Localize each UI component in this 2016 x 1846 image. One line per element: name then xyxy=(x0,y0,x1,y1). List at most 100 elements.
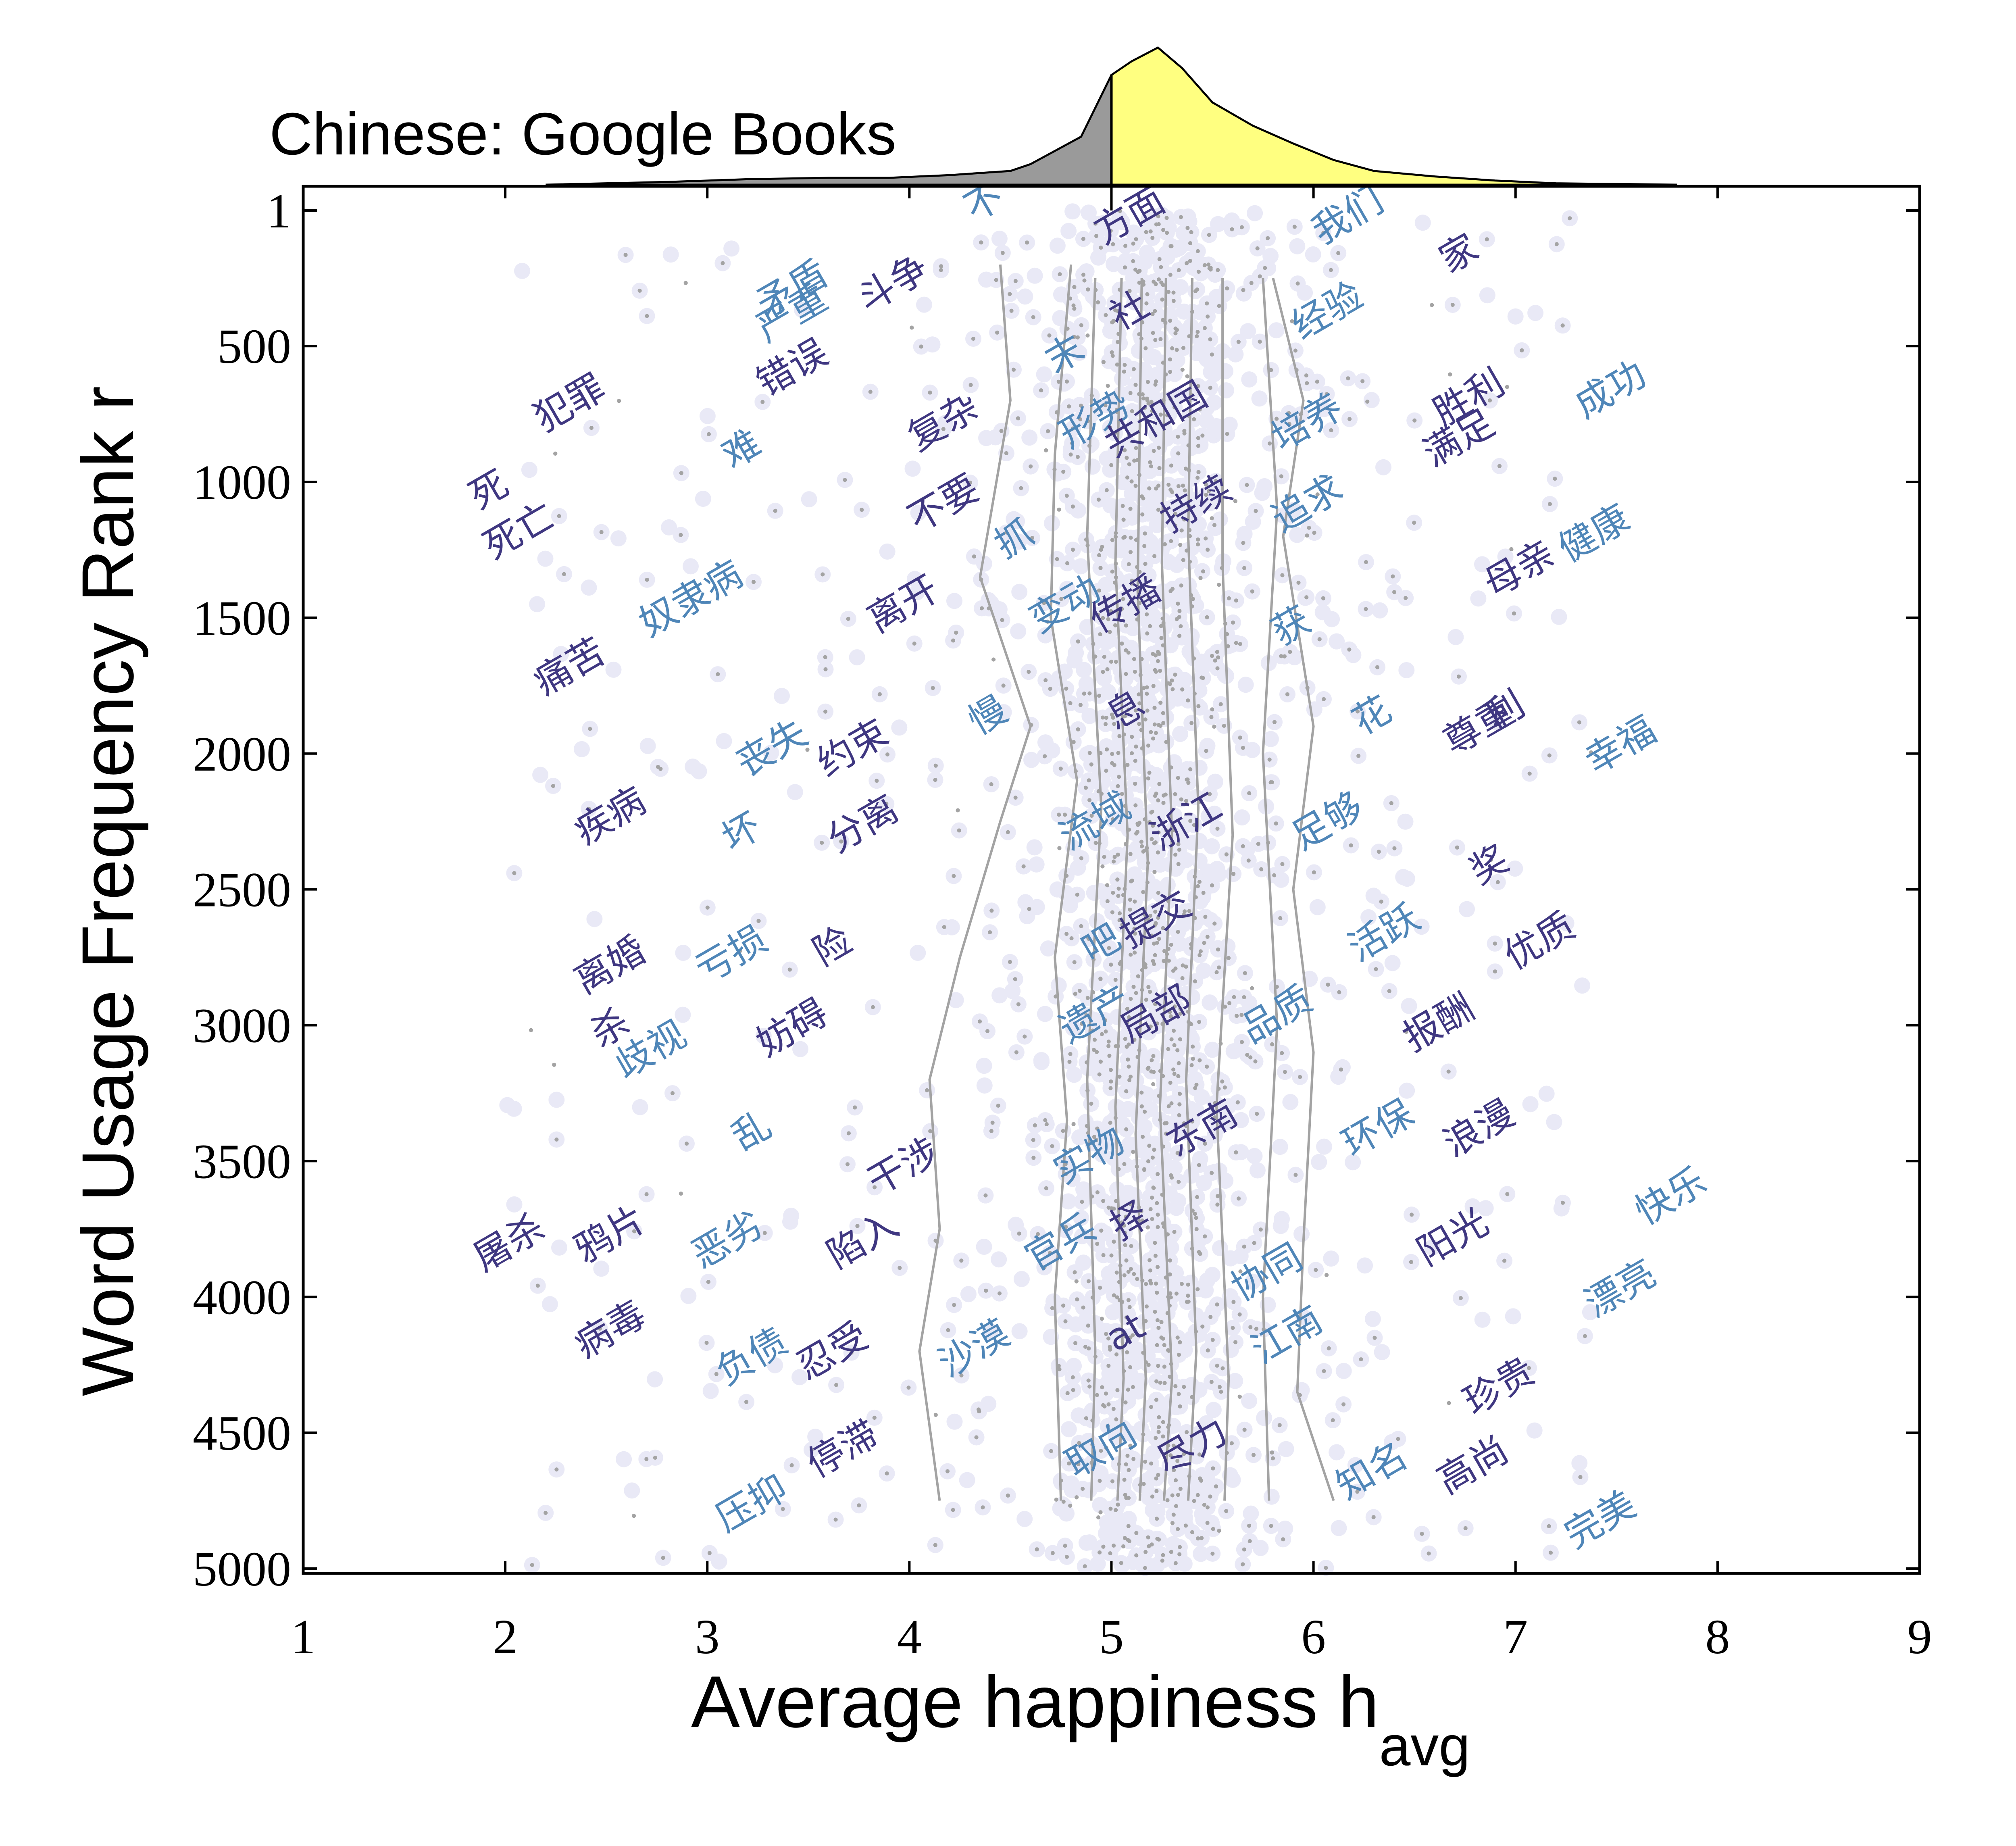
word-point xyxy=(1109,659,1113,664)
word-point xyxy=(1372,1336,1377,1340)
word-point xyxy=(1110,752,1114,756)
word-point xyxy=(1148,1268,1152,1273)
word-point xyxy=(1176,862,1181,866)
word-point xyxy=(1255,1112,1259,1116)
word-point xyxy=(1188,767,1193,771)
background-dot xyxy=(1245,1273,1261,1290)
word-point xyxy=(1157,257,1162,261)
word-point xyxy=(1153,1310,1157,1314)
background-dot xyxy=(1028,856,1045,873)
word-point xyxy=(1072,960,1077,965)
word-point xyxy=(1092,1048,1096,1052)
word-point xyxy=(1201,891,1206,895)
word-point xyxy=(1203,915,1208,919)
word-point xyxy=(1215,1363,1219,1368)
word-point xyxy=(1125,475,1129,480)
background-dot xyxy=(1272,1218,1289,1234)
word-point xyxy=(1064,494,1069,498)
word-point xyxy=(1027,907,1031,911)
word-point xyxy=(1109,1253,1114,1258)
background-dot xyxy=(1399,871,1415,887)
word-point xyxy=(1296,581,1301,585)
word-point xyxy=(1149,464,1153,469)
word-point xyxy=(1177,1179,1181,1184)
word-point xyxy=(1410,1213,1414,1217)
word-point xyxy=(1166,290,1170,294)
word-point xyxy=(1122,1273,1127,1277)
word-point xyxy=(1083,1564,1087,1569)
background-dot xyxy=(1374,1344,1390,1361)
background-dot xyxy=(1247,205,1263,221)
background-dot xyxy=(1016,1511,1033,1527)
background-dot xyxy=(849,649,865,666)
word-point xyxy=(1149,1281,1153,1286)
word-point xyxy=(1200,433,1205,438)
background-dot xyxy=(1206,805,1223,822)
background-dot xyxy=(695,491,711,507)
word-point xyxy=(1110,538,1114,542)
word-point xyxy=(857,1503,861,1508)
word-point xyxy=(1159,265,1163,269)
background-dot xyxy=(1149,517,1165,533)
word-point xyxy=(1171,299,1176,303)
background-dot xyxy=(1168,1200,1185,1216)
word-point xyxy=(1134,991,1138,995)
word-point xyxy=(1329,268,1333,272)
word-point xyxy=(1120,504,1125,508)
background-dot xyxy=(1209,860,1225,877)
background-dot xyxy=(1526,1422,1543,1439)
background-dot xyxy=(1497,548,1514,565)
word-point xyxy=(1252,1241,1256,1245)
word-point xyxy=(952,1303,956,1307)
word-point xyxy=(1166,1047,1170,1051)
word-point xyxy=(972,554,976,559)
word-point xyxy=(1258,1227,1263,1232)
background-dot xyxy=(1193,1546,1209,1562)
word-point xyxy=(1141,1482,1146,1486)
background-dot xyxy=(521,462,537,478)
background-dot xyxy=(879,543,896,560)
background-dot xyxy=(1188,345,1205,361)
background-dot xyxy=(1397,813,1414,830)
background-dot xyxy=(1105,1304,1121,1321)
word-point xyxy=(1179,624,1183,629)
word-point xyxy=(998,1291,1002,1296)
word-point xyxy=(1215,666,1220,671)
word-point xyxy=(1505,1192,1510,1196)
word-point xyxy=(1197,1020,1202,1024)
background-dot xyxy=(1026,839,1043,856)
word-point xyxy=(999,429,1004,433)
word-point xyxy=(1048,1251,1052,1255)
background-dot xyxy=(661,519,677,535)
word-point xyxy=(1111,817,1115,821)
word-point xyxy=(989,1129,993,1133)
background-dot xyxy=(787,784,803,800)
word-point xyxy=(820,840,824,845)
background-dot xyxy=(683,558,699,575)
background-dot xyxy=(1272,1139,1288,1155)
word-point xyxy=(1154,669,1158,674)
word-point xyxy=(1123,1493,1127,1497)
word-point xyxy=(1095,1393,1099,1397)
word-point xyxy=(1177,1552,1182,1556)
background-dot xyxy=(1058,1505,1075,1522)
word-point xyxy=(1242,1244,1246,1249)
word-point xyxy=(1322,697,1326,701)
word-point xyxy=(1098,1479,1102,1483)
word-point xyxy=(1128,907,1132,912)
background-dot xyxy=(1206,394,1222,411)
word-point xyxy=(1583,1334,1587,1338)
word-point xyxy=(1147,596,1151,600)
background-dot xyxy=(662,246,679,263)
word-point xyxy=(1137,281,1141,285)
word-point xyxy=(1031,1138,1035,1142)
word-point xyxy=(1554,242,1559,246)
word-point xyxy=(1065,561,1070,565)
word-point xyxy=(1108,229,1113,233)
word-point xyxy=(1187,909,1191,913)
word-point xyxy=(1075,335,1080,340)
word-point xyxy=(1195,334,1199,338)
word-point-cloud xyxy=(512,209,1593,1570)
background-dot xyxy=(755,1028,772,1044)
word-point xyxy=(1164,216,1169,220)
